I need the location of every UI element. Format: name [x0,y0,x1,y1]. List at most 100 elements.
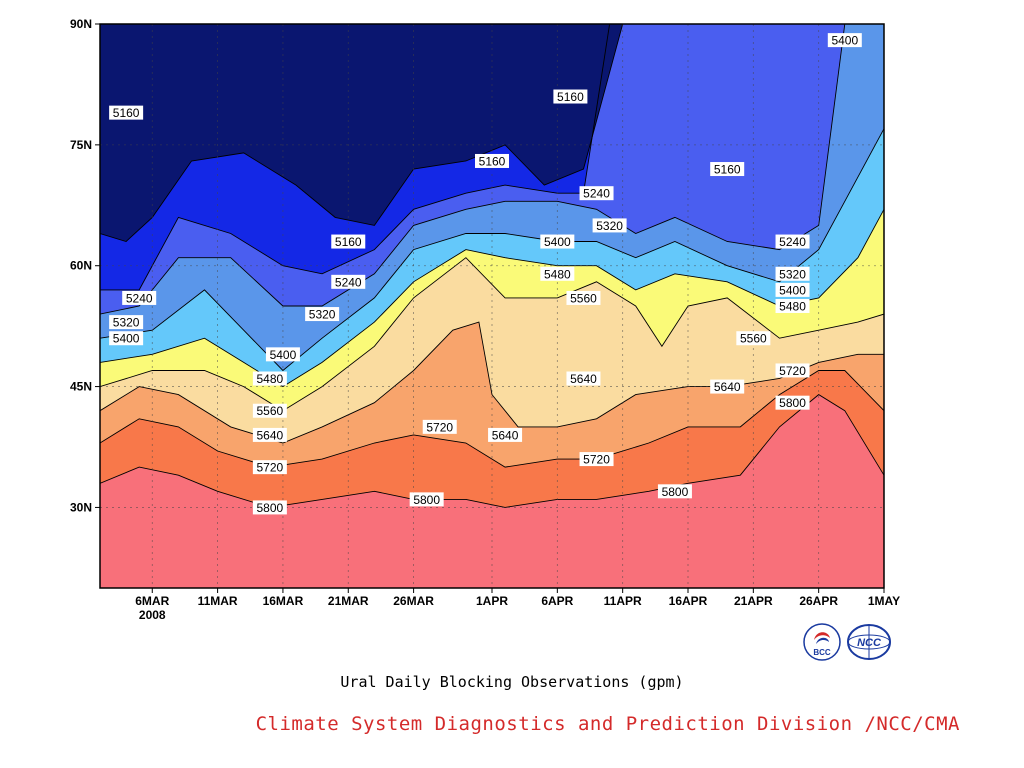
contour-5640 [100,321,884,444]
contour-label: 5160 [710,162,745,177]
contour-label: 5480 [775,299,810,314]
contour-label-text: 5480 [257,372,284,386]
contour-label-text: 5160 [557,90,584,104]
contour-label-text: 5720 [583,453,610,467]
y-tick-label: 30N [70,500,92,514]
x-tick-label: 6MAR [135,594,169,608]
credit-line: Climate System Diagnostics and Predictio… [255,713,960,735]
contour-label-text: 5320 [113,316,140,330]
contour-chart: 5160 5160 5160 5160 5160 5240 5240 5240 5240 5320… [70,17,900,622]
contour-label: 5800 [657,484,692,499]
contour-label-text: 5720 [426,420,453,434]
contour-label: 5320 [305,307,340,322]
contour-label: 5640 [566,371,601,386]
contour-label-text: 5800 [257,501,284,515]
contour-label-text: 5800 [779,396,806,410]
contour-label: 5240 [122,290,157,305]
contour-label-text: 5240 [335,275,362,289]
contour-label: 5640 [252,427,287,442]
contour-label: 5480 [252,371,287,386]
contour-label: 5240 [579,186,614,201]
ncc-logo: NCC [847,624,891,660]
contour-label: 5160 [475,153,509,168]
contour-label-text: 5240 [583,187,610,201]
contour-label-text: 5240 [779,235,806,249]
y-tick-label: 45N [70,380,92,394]
contour-label-text: 5160 [113,106,140,120]
contour-label: 5560 [566,290,601,305]
contour-label-text: 5800 [662,485,689,499]
contour-label: 5320 [592,218,627,233]
contour-label-text: 5480 [544,267,571,281]
contour-5800 [100,394,884,508]
contour-label: 5800 [252,500,287,515]
contour-label-text: 5320 [779,267,806,281]
x-tick-label: 26APR [799,594,838,608]
x-tick-label: 16APR [669,594,708,608]
contour-label: 5240 [775,234,810,249]
contour-label-text: 5400 [544,235,571,249]
contour-label-text: 5560 [740,332,767,346]
chart-title: Ural Daily Blocking Observations (gpm) [340,673,684,691]
x-tick-label: 6APR [541,594,573,608]
x-tick-label: 1MAY [868,594,900,608]
contour-5400 [100,128,884,372]
contour-label-text: 5480 [779,300,806,314]
contour-label: 5160 [553,89,588,104]
contour-label: 5320 [775,266,810,281]
contour-label-text: 5160 [335,235,362,249]
contour-5320 [100,24,846,315]
x-tick-label: 1APR [476,594,508,608]
contour-label-text: 5560 [257,404,284,418]
contour-label: 5800 [409,492,444,507]
x-tick-label: 26MAR [393,594,434,608]
contour-label: 5720 [579,452,614,467]
contour-label: 5240 [331,274,366,289]
x-tick-label: 21APR [734,594,773,608]
contour-label: 5560 [736,331,771,346]
contour-label: 5640 [488,427,523,442]
contour-label: 5400 [540,234,575,249]
contour-5160 [100,24,624,243]
contour-fills [100,24,884,588]
contour-labels: 5160 5160 5160 5160 5160 5240 5240 5240 5240 5320… [109,33,862,515]
bcc-logo-text: BCC [813,648,831,657]
bcc-logo: BCC [803,623,841,661]
contour-label-text: 5720 [257,461,284,475]
contour-label-text: 5160 [714,163,741,177]
x-tick-sublabel: 2008 [139,608,166,622]
x-tick-label: 21MAR [328,594,369,608]
contour-label: 5400 [109,331,144,346]
y-tick-label: 75N [70,138,92,152]
ncc-logo-text: NCC [857,637,882,649]
contour-label: 5480 [540,266,575,281]
contour-label-text: 5400 [113,332,140,346]
x-tick-label: 16MAR [263,594,304,608]
contour-label-text: 5640 [492,428,519,442]
contour-label: 5800 [775,395,810,410]
contour-label-text: 5400 [270,348,297,362]
contour-label-text: 5720 [779,364,806,378]
contour-label-text: 5640 [257,428,284,442]
contour-label: 5560 [252,403,287,418]
contour-label: 5640 [710,379,745,394]
contour-label: 5720 [775,363,810,378]
contour-5560 [100,257,884,412]
contour-label: 5160 [109,105,144,120]
contour-label-text: 5800 [413,493,440,507]
contour-label: 5400 [827,33,862,48]
contour-label-text: 5640 [570,372,597,386]
contour-label: 5400 [775,282,810,297]
contour-label-text: 5320 [596,219,623,233]
contour-label: 5720 [252,460,287,475]
contour-label: 5160 [331,234,366,249]
contour-label-text: 5640 [714,380,741,394]
contour-label-text: 5400 [831,34,858,48]
x-tick-label: 11MAR [198,594,238,608]
contour-label: 5400 [265,347,300,362]
contour-label-text: 5560 [570,291,597,305]
contour-label: 5320 [109,315,144,330]
contour-label-text: 5320 [309,308,336,322]
contour-label-text: 5400 [779,283,806,297]
